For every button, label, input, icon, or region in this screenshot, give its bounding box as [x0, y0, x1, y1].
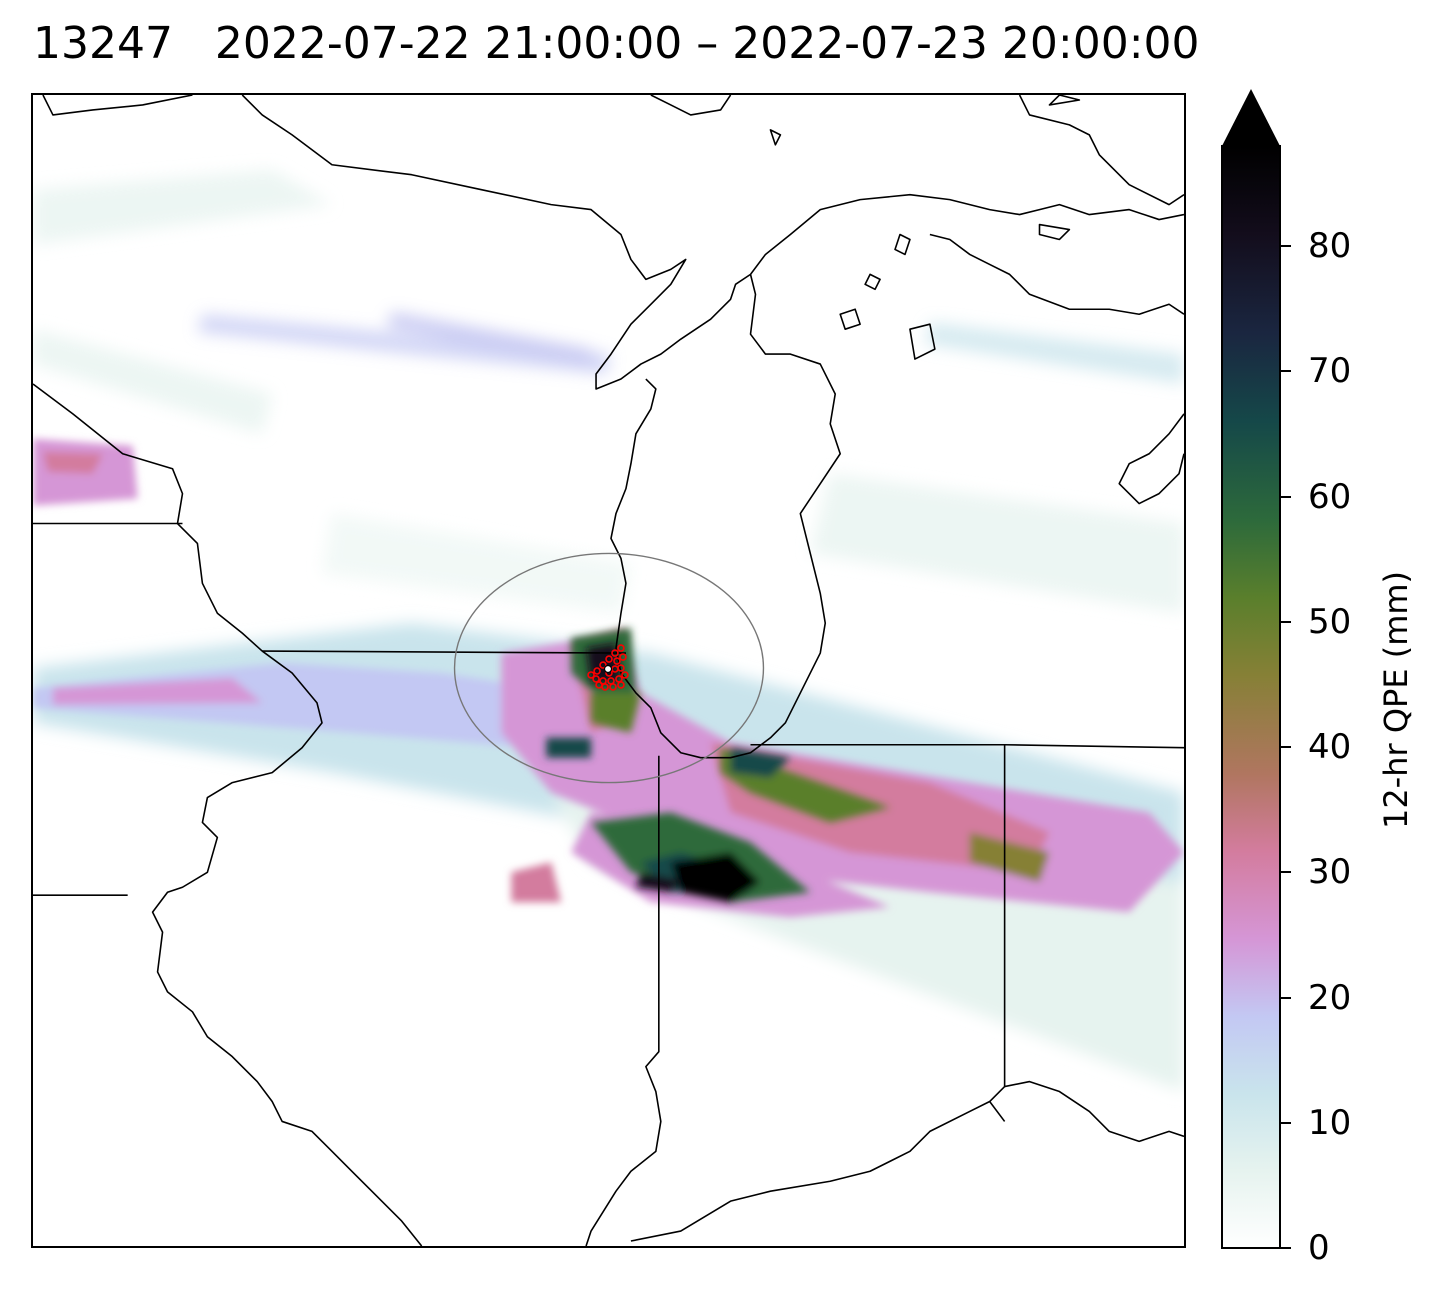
colorbar-tick-label: 70 [1308, 351, 1352, 392]
colorbar-extend-arrow [1222, 89, 1280, 146]
gauge-cluster [587, 644, 629, 691]
colorbar-tick-mark [1281, 996, 1291, 999]
in-oh-border [988, 744, 1006, 1122]
map-panel [31, 93, 1186, 1248]
colorbar-label: 12-hr QPE (mm) [1377, 570, 1415, 830]
precip-field [33, 169, 1184, 1092]
colorbar-tick-label: 0 [1308, 1228, 1330, 1268]
il-in-border [585, 755, 662, 1246]
map-canvas [33, 95, 1184, 1246]
ohio-river [630, 1080, 1184, 1242]
map-boundaries [33, 95, 1184, 1246]
colorbar-tick-label: 60 [1308, 476, 1352, 517]
colorbar-tick-mark [1281, 620, 1291, 623]
colorbar-tick-mark [1281, 871, 1291, 874]
colorbar-tick-label: 20 [1308, 977, 1352, 1018]
colorbar-tick-mark [1281, 495, 1291, 498]
mi-in-border [750, 743, 1184, 749]
mississippi-river [33, 383, 423, 1246]
colorbar [1221, 89, 1281, 1249]
island [769, 129, 1071, 360]
colorbar-tick-mark [1281, 1121, 1291, 1124]
colorbar-tick-label: 50 [1308, 601, 1352, 642]
colorbar-tick-label: 30 [1308, 852, 1352, 893]
analysis-radius-circle [453, 552, 765, 784]
colorbar-tick-mark [1281, 746, 1291, 749]
colorbar-tick-label: 80 [1308, 226, 1352, 267]
colorbar-gradient [1221, 145, 1281, 1249]
center-point-marker [603, 664, 613, 674]
colorbar-tick-label: 10 [1308, 1102, 1352, 1143]
lake-michigan-shore [610, 274, 841, 759]
colorbar-tick-label: 40 [1308, 727, 1352, 768]
michigan-east-shore [929, 233, 1184, 505]
colorbar-tick-mark [1281, 1247, 1291, 1249]
lake-superior-shore [42, 95, 1184, 390]
plot-title: 13247 2022-07-22 21:00:00 – 2022-07-23 2… [33, 18, 1200, 69]
wi-il-border [262, 650, 626, 654]
colorbar-tick-mark [1281, 245, 1291, 248]
colorbar-tick-mark [1281, 370, 1291, 373]
